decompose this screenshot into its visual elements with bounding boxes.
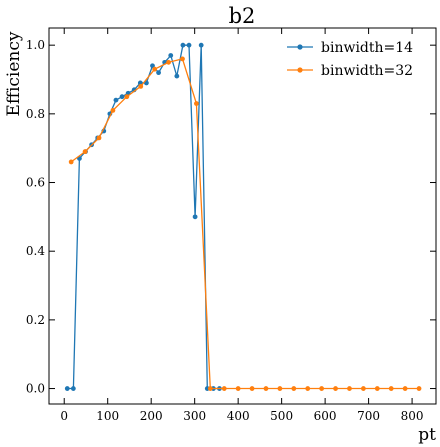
y-tick-label: 0.2 xyxy=(26,313,45,327)
data-point xyxy=(156,70,161,75)
series-layer xyxy=(65,43,422,391)
data-point xyxy=(236,386,241,391)
legend-marker-binwidth-14 xyxy=(297,44,302,49)
data-point xyxy=(174,74,179,79)
data-point xyxy=(403,386,408,391)
data-point xyxy=(65,386,70,391)
data-point xyxy=(389,386,394,391)
legend: binwidth=14 binwidth=32 xyxy=(287,40,413,79)
x-tick-label: 700 xyxy=(357,409,380,423)
data-point xyxy=(168,53,173,58)
y-tick-label: 0.6 xyxy=(26,176,45,190)
data-point xyxy=(417,386,422,391)
data-point xyxy=(208,386,213,391)
data-point xyxy=(71,386,76,391)
data-point xyxy=(124,94,129,99)
data-point xyxy=(180,57,185,62)
data-point xyxy=(97,135,102,140)
x-tick-label: 0 xyxy=(60,409,68,423)
axis-ticks: 0 100 200 300 400 500 600 700 800 0.0 0.2 0.4 0.6 0.8… xyxy=(26,28,436,423)
data-point xyxy=(83,149,88,154)
data-point xyxy=(222,386,227,391)
y-tick-label: 0.0 xyxy=(26,382,45,396)
data-point xyxy=(111,108,116,113)
data-point xyxy=(305,386,310,391)
data-point xyxy=(69,160,74,165)
data-point xyxy=(250,386,255,391)
x-tick-label: 800 xyxy=(401,409,424,423)
data-point xyxy=(347,386,352,391)
data-point xyxy=(193,214,198,219)
data-point xyxy=(114,98,119,103)
y-tick-label: 1.0 xyxy=(26,38,45,52)
series-1 xyxy=(69,57,422,391)
x-tick-label: 200 xyxy=(140,409,163,423)
y-tick-label: 0.4 xyxy=(26,244,45,258)
data-point xyxy=(120,94,125,99)
data-point xyxy=(152,67,157,72)
data-point xyxy=(264,386,269,391)
data-point xyxy=(194,101,199,106)
legend-label-binwidth-14: binwidth=14 xyxy=(321,40,413,56)
data-point xyxy=(361,386,366,391)
x-tick-label: 300 xyxy=(183,409,206,423)
x-tick-label: 600 xyxy=(314,409,337,423)
y-tick-label: 0.8 xyxy=(26,107,45,121)
series-0 xyxy=(65,43,222,391)
x-tick-label: 400 xyxy=(227,409,250,423)
data-point xyxy=(166,60,171,65)
y-axis-label: Efficiency xyxy=(4,31,24,116)
chart-title: b2 xyxy=(229,4,256,28)
data-point xyxy=(187,43,192,48)
data-point xyxy=(181,43,186,48)
plot-frame xyxy=(49,28,436,404)
x-tick-label: 500 xyxy=(270,409,293,423)
x-axis-label: pt xyxy=(418,425,436,445)
x-tick-label: 100 xyxy=(96,409,119,423)
data-point xyxy=(319,386,324,391)
data-point xyxy=(138,84,143,89)
data-point xyxy=(333,386,338,391)
data-point xyxy=(291,386,296,391)
data-point xyxy=(199,43,204,48)
legend-label-binwidth-32: binwidth=32 xyxy=(321,63,413,79)
data-point xyxy=(375,386,380,391)
series-line xyxy=(71,59,419,389)
legend-marker-binwidth-32 xyxy=(297,67,302,72)
data-point xyxy=(277,386,282,391)
